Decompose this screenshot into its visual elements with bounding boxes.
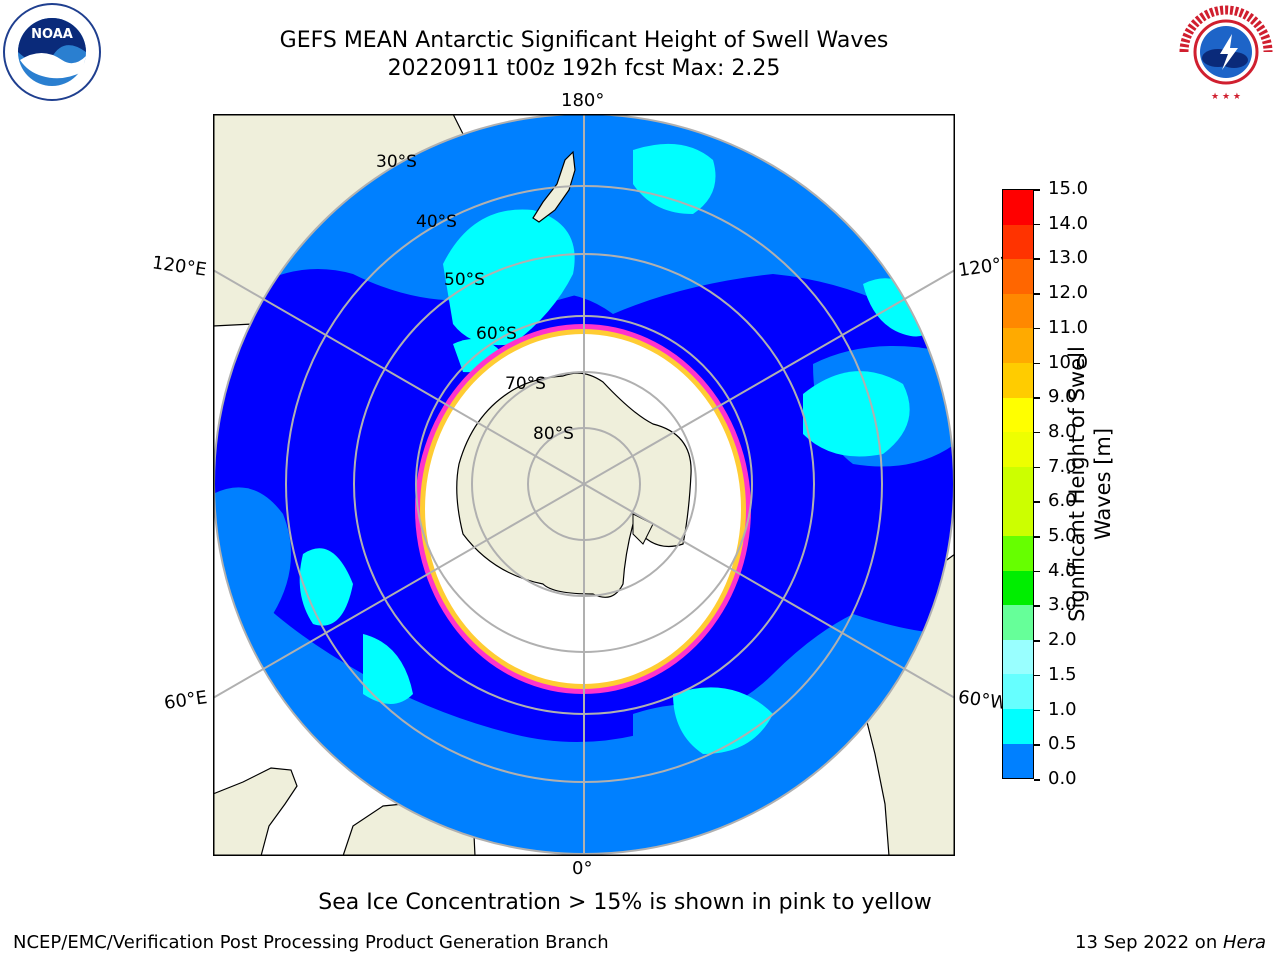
lon-label-60e: 60°E [162, 687, 209, 714]
colorbar-tick-label: 9.0 [1048, 386, 1077, 408]
polar-map-svg [213, 114, 955, 856]
land-new-zealand [532, 150, 576, 223]
map-frame [213, 114, 955, 856]
colorbar-label-line2: Waves [m] [1091, 427, 1115, 541]
sea-ice-caption: Sea Ice Concentration > 15% is shown in … [318, 890, 932, 915]
colorbar-tick-label: 1.5 [1048, 663, 1077, 685]
colorbar-tick-label: 3.0 [1048, 594, 1077, 616]
colorbar-tick-mark [1034, 536, 1040, 538]
colorbar-bin [1003, 501, 1033, 536]
colorbar-tick-label: 4.0 [1048, 559, 1077, 581]
svg-text:★ ★ ★: ★ ★ ★ [1211, 92, 1241, 102]
land-africa [213, 767, 298, 856]
colorbar-bin [1003, 224, 1033, 260]
nws-logo-icon: ★ ★ ★ [1176, 2, 1276, 102]
colorbar-tick-mark [1034, 327, 1040, 330]
lat-label-50s: 50°S [444, 270, 485, 290]
ocean-high [443, 209, 575, 346]
colorbar-tick-mark [1034, 293, 1040, 295]
colorbar-bin [1003, 674, 1033, 709]
lat-label-60s: 60°S [476, 324, 517, 344]
noaa-logo-text: NOAA [31, 27, 73, 42]
lat-label-80s: 80°S [533, 424, 574, 444]
colorbar-tick-label: 0.5 [1048, 733, 1077, 755]
chart-title: GEFS MEAN Antarctic Significant Height o… [279, 28, 889, 53]
colorbar-bin [1003, 328, 1033, 363]
colorbar-bin [1003, 397, 1033, 433]
lat-label-30s: 30°S [376, 152, 417, 172]
colorbar-tick-label: 7.0 [1048, 455, 1077, 477]
colorbar-tick-mark [1034, 674, 1040, 677]
graticule [213, 114, 955, 856]
colorbar-ticks: 15.0 14.0 13.0 12.0 11.0 10.0 9.0 8.0 7.0 6.0 5.0 4… [1034, 178, 1096, 789]
colorbar-tick-mark [1034, 709, 1040, 712]
noaa-logo-icon: NOAA [2, 2, 102, 102]
colorbar-tick-mark [1034, 362, 1040, 365]
colorbar [1002, 189, 1034, 779]
colorbar-tick-mark [1034, 258, 1040, 260]
colorbar-bin [1003, 293, 1033, 329]
polar-map [213, 114, 955, 856]
colorbar-tick-label: 11.0 [1048, 316, 1089, 338]
lon-label-120e: 120°E [150, 252, 208, 281]
colorbar-tick-label: 5.0 [1048, 525, 1077, 547]
colorbar-tick-label: 0.0 [1048, 768, 1077, 789]
colorbar-tick-label: 10.0 [1048, 351, 1089, 373]
colorbar-tick-label: 6.0 [1048, 490, 1077, 512]
colorbar-tick-label: 8.0 [1048, 420, 1077, 442]
colorbar-bin [1003, 190, 1033, 225]
footer-host: Hera [1222, 932, 1266, 953]
colorbar-bin [1003, 362, 1033, 398]
colorbar-tick-mark [1034, 605, 1040, 607]
colorbar-tick-label: 12.0 [1048, 282, 1089, 304]
colorbar-tick-mark [1034, 501, 1040, 503]
colorbar-bin [1003, 432, 1033, 467]
lat-label-70s: 70°S [505, 374, 546, 394]
colorbar-tick-mark [1034, 779, 1040, 781]
colorbar-tick-label: 15.0 [1048, 178, 1089, 199]
lon-label-180: 180° [561, 90, 605, 111]
colorbar-bin [1003, 259, 1033, 294]
colorbar-tick-mark [1034, 570, 1040, 573]
land-antarctica [456, 372, 692, 598]
colorbar-tick-mark [1034, 431, 1040, 434]
colorbar-bin [1003, 570, 1033, 606]
colorbar-bin [1003, 535, 1033, 571]
colorbar-bin [1003, 743, 1033, 779]
colorbar-tick-mark [1034, 397, 1040, 399]
colorbar-tick-mark [1034, 223, 1040, 226]
colorbar-tick-mark [1034, 189, 1040, 191]
colorbar-tick-label: 2.0 [1048, 629, 1077, 651]
colorbar-tick-label: 1.0 [1048, 698, 1077, 720]
lat-label-40s: 40°S [416, 212, 457, 232]
lon-label-0: 0° [572, 858, 593, 879]
colorbar-tick-label: 13.0 [1048, 247, 1089, 269]
colorbar-tick-mark [1034, 744, 1040, 746]
colorbar-tick-mark [1034, 466, 1040, 469]
footer-right: 13 Sep 2022 on Hera [1075, 932, 1266, 953]
colorbar-label-line1: Significant Height of Swell [1065, 346, 1089, 622]
colorbar-tick-mark [1034, 640, 1040, 642]
footer-date: 13 Sep 2022 on [1075, 932, 1223, 953]
colorbar-bin [1003, 605, 1033, 640]
colorbar-bin [1003, 466, 1033, 502]
colorbar-bin [1003, 639, 1033, 675]
chart-subtitle: 20220911 t00z 192h fcst Max: 2.25 [387, 56, 781, 81]
footer-left: NCEP/EMC/Verification Post Processing Pr… [13, 932, 609, 953]
colorbar-tick-label: 14.0 [1048, 212, 1089, 234]
colorbar-bin [1003, 708, 1033, 744]
